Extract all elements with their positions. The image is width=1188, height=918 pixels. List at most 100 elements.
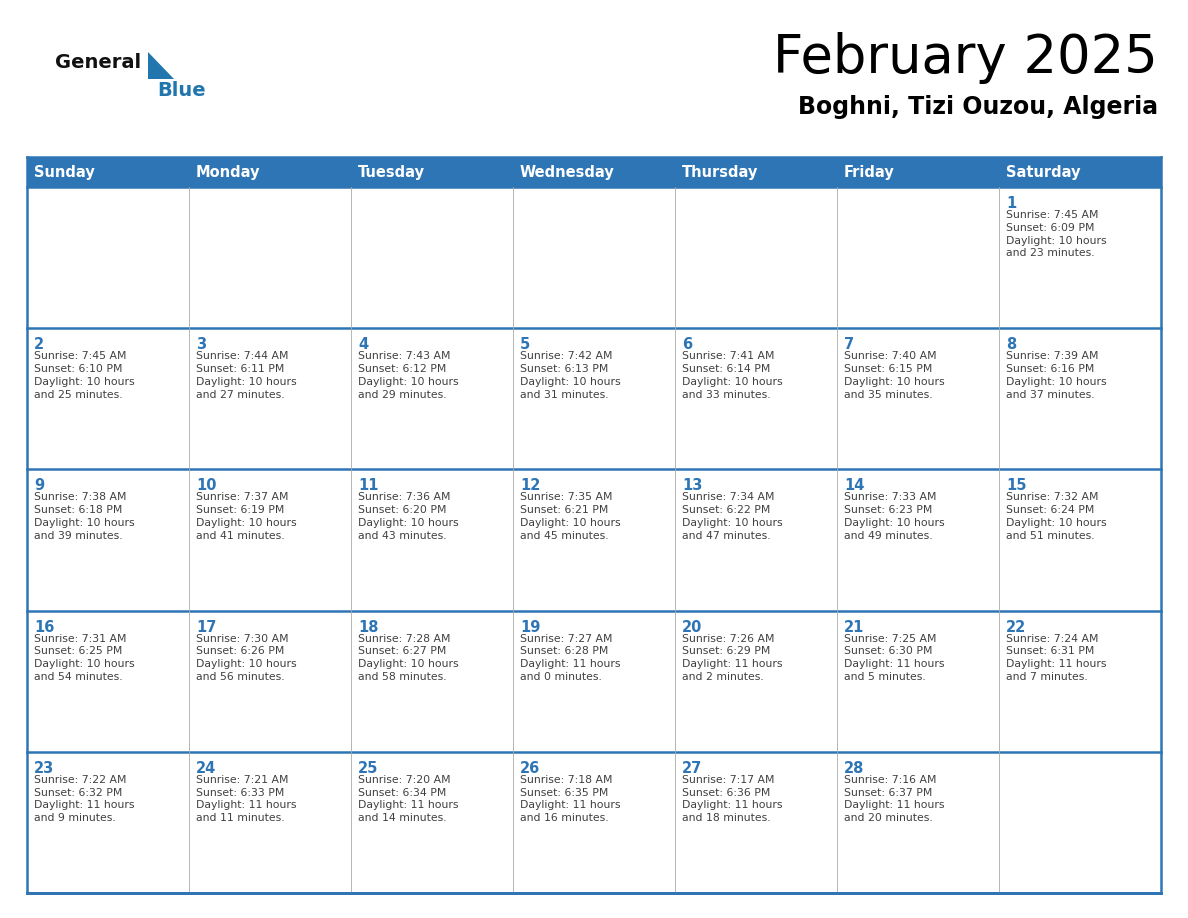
- Bar: [999, 187, 1161, 329]
- Bar: [27, 752, 189, 893]
- Text: Sunrise: 7:35 AM
Sunset: 6:21 PM
Daylight: 10 hours
and 45 minutes.: Sunrise: 7:35 AM Sunset: 6:21 PM Dayligh…: [520, 492, 620, 541]
- Bar: [189, 752, 350, 893]
- Text: Sunrise: 7:37 AM
Sunset: 6:19 PM
Daylight: 10 hours
and 41 minutes.: Sunrise: 7:37 AM Sunset: 6:19 PM Dayligh…: [196, 492, 297, 541]
- Text: Blue: Blue: [157, 82, 206, 100]
- Text: Sunrise: 7:21 AM
Sunset: 6:33 PM
Daylight: 11 hours
and 11 minutes.: Sunrise: 7:21 AM Sunset: 6:33 PM Dayligh…: [196, 775, 297, 823]
- Bar: [189, 329, 350, 469]
- Text: Sunrise: 7:17 AM
Sunset: 6:36 PM
Daylight: 11 hours
and 18 minutes.: Sunrise: 7:17 AM Sunset: 6:36 PM Dayligh…: [682, 775, 783, 823]
- Text: 22: 22: [1006, 620, 1026, 634]
- Text: Sunrise: 7:32 AM
Sunset: 6:24 PM
Daylight: 10 hours
and 51 minutes.: Sunrise: 7:32 AM Sunset: 6:24 PM Dayligh…: [1006, 492, 1107, 541]
- Text: 3: 3: [196, 337, 207, 353]
- Bar: [350, 469, 513, 610]
- Text: Friday: Friday: [843, 164, 895, 180]
- Text: Sunrise: 7:34 AM
Sunset: 6:22 PM
Daylight: 10 hours
and 47 minutes.: Sunrise: 7:34 AM Sunset: 6:22 PM Dayligh…: [682, 492, 783, 541]
- Text: Tuesday: Tuesday: [358, 164, 425, 180]
- Bar: [999, 329, 1161, 469]
- Bar: [513, 610, 675, 752]
- Text: February 2025: February 2025: [773, 32, 1158, 84]
- Text: Boghni, Tizi Ouzou, Algeria: Boghni, Tizi Ouzou, Algeria: [798, 95, 1158, 119]
- Text: Sunrise: 7:18 AM
Sunset: 6:35 PM
Daylight: 11 hours
and 16 minutes.: Sunrise: 7:18 AM Sunset: 6:35 PM Dayligh…: [520, 775, 620, 823]
- Text: 19: 19: [520, 620, 541, 634]
- Text: 11: 11: [358, 478, 379, 493]
- Text: 16: 16: [34, 620, 55, 634]
- Bar: [675, 469, 838, 610]
- Text: 26: 26: [520, 761, 541, 776]
- Text: 25: 25: [358, 761, 378, 776]
- Text: Sunrise: 7:22 AM
Sunset: 6:32 PM
Daylight: 11 hours
and 9 minutes.: Sunrise: 7:22 AM Sunset: 6:32 PM Dayligh…: [34, 775, 134, 823]
- Text: Sunrise: 7:41 AM
Sunset: 6:14 PM
Daylight: 10 hours
and 33 minutes.: Sunrise: 7:41 AM Sunset: 6:14 PM Dayligh…: [682, 352, 783, 399]
- Bar: [999, 157, 1161, 187]
- Bar: [27, 157, 189, 187]
- Text: General: General: [55, 52, 141, 72]
- Text: Sunrise: 7:30 AM
Sunset: 6:26 PM
Daylight: 10 hours
and 56 minutes.: Sunrise: 7:30 AM Sunset: 6:26 PM Dayligh…: [196, 633, 297, 682]
- Text: Sunrise: 7:26 AM
Sunset: 6:29 PM
Daylight: 11 hours
and 2 minutes.: Sunrise: 7:26 AM Sunset: 6:29 PM Dayligh…: [682, 633, 783, 682]
- Bar: [350, 329, 513, 469]
- Text: Wednesday: Wednesday: [520, 164, 614, 180]
- Text: 9: 9: [34, 478, 44, 493]
- Bar: [999, 752, 1161, 893]
- Text: Sunrise: 7:45 AM
Sunset: 6:09 PM
Daylight: 10 hours
and 23 minutes.: Sunrise: 7:45 AM Sunset: 6:09 PM Dayligh…: [1006, 210, 1107, 258]
- Text: Sunrise: 7:28 AM
Sunset: 6:27 PM
Daylight: 10 hours
and 58 minutes.: Sunrise: 7:28 AM Sunset: 6:27 PM Dayligh…: [358, 633, 459, 682]
- Text: 20: 20: [682, 620, 702, 634]
- Text: Sunrise: 7:16 AM
Sunset: 6:37 PM
Daylight: 11 hours
and 20 minutes.: Sunrise: 7:16 AM Sunset: 6:37 PM Dayligh…: [843, 775, 944, 823]
- Text: Sunrise: 7:31 AM
Sunset: 6:25 PM
Daylight: 10 hours
and 54 minutes.: Sunrise: 7:31 AM Sunset: 6:25 PM Dayligh…: [34, 633, 134, 682]
- Text: Saturday: Saturday: [1006, 164, 1081, 180]
- Bar: [675, 752, 838, 893]
- Text: 4: 4: [358, 337, 368, 353]
- Bar: [838, 157, 999, 187]
- Bar: [189, 187, 350, 329]
- Bar: [350, 187, 513, 329]
- Text: Sunrise: 7:24 AM
Sunset: 6:31 PM
Daylight: 11 hours
and 7 minutes.: Sunrise: 7:24 AM Sunset: 6:31 PM Dayligh…: [1006, 633, 1106, 682]
- Text: Sunrise: 7:36 AM
Sunset: 6:20 PM
Daylight: 10 hours
and 43 minutes.: Sunrise: 7:36 AM Sunset: 6:20 PM Dayligh…: [358, 492, 459, 541]
- Text: 12: 12: [520, 478, 541, 493]
- Text: 17: 17: [196, 620, 216, 634]
- Text: 14: 14: [843, 478, 865, 493]
- Text: Sunrise: 7:38 AM
Sunset: 6:18 PM
Daylight: 10 hours
and 39 minutes.: Sunrise: 7:38 AM Sunset: 6:18 PM Dayligh…: [34, 492, 134, 541]
- Text: 23: 23: [34, 761, 55, 776]
- Text: Sunrise: 7:40 AM
Sunset: 6:15 PM
Daylight: 10 hours
and 35 minutes.: Sunrise: 7:40 AM Sunset: 6:15 PM Dayligh…: [843, 352, 944, 399]
- Text: 13: 13: [682, 478, 702, 493]
- Bar: [513, 187, 675, 329]
- Text: 24: 24: [196, 761, 216, 776]
- Bar: [189, 469, 350, 610]
- Bar: [350, 610, 513, 752]
- Text: Sunday: Sunday: [34, 164, 95, 180]
- Text: Monday: Monday: [196, 164, 260, 180]
- Text: Sunrise: 7:43 AM
Sunset: 6:12 PM
Daylight: 10 hours
and 29 minutes.: Sunrise: 7:43 AM Sunset: 6:12 PM Dayligh…: [358, 352, 459, 399]
- Text: Sunrise: 7:25 AM
Sunset: 6:30 PM
Daylight: 11 hours
and 5 minutes.: Sunrise: 7:25 AM Sunset: 6:30 PM Dayligh…: [843, 633, 944, 682]
- Text: 27: 27: [682, 761, 702, 776]
- Bar: [27, 610, 189, 752]
- Bar: [838, 469, 999, 610]
- Text: 21: 21: [843, 620, 865, 634]
- Text: 7: 7: [843, 337, 854, 353]
- Bar: [513, 469, 675, 610]
- Bar: [27, 469, 189, 610]
- Text: Sunrise: 7:42 AM
Sunset: 6:13 PM
Daylight: 10 hours
and 31 minutes.: Sunrise: 7:42 AM Sunset: 6:13 PM Dayligh…: [520, 352, 620, 399]
- Bar: [189, 610, 350, 752]
- Text: 28: 28: [843, 761, 865, 776]
- Text: 5: 5: [520, 337, 530, 353]
- Bar: [350, 157, 513, 187]
- Text: Thursday: Thursday: [682, 164, 758, 180]
- Bar: [675, 157, 838, 187]
- Text: 2: 2: [34, 337, 44, 353]
- Text: Sunrise: 7:39 AM
Sunset: 6:16 PM
Daylight: 10 hours
and 37 minutes.: Sunrise: 7:39 AM Sunset: 6:16 PM Dayligh…: [1006, 352, 1107, 399]
- Text: 18: 18: [358, 620, 379, 634]
- Bar: [838, 329, 999, 469]
- Bar: [675, 187, 838, 329]
- Bar: [838, 610, 999, 752]
- Bar: [513, 157, 675, 187]
- Bar: [675, 329, 838, 469]
- Bar: [675, 610, 838, 752]
- Text: Sunrise: 7:33 AM
Sunset: 6:23 PM
Daylight: 10 hours
and 49 minutes.: Sunrise: 7:33 AM Sunset: 6:23 PM Dayligh…: [843, 492, 944, 541]
- Text: 6: 6: [682, 337, 693, 353]
- Bar: [513, 329, 675, 469]
- Bar: [189, 157, 350, 187]
- Text: 10: 10: [196, 478, 216, 493]
- Bar: [513, 752, 675, 893]
- Bar: [999, 469, 1161, 610]
- Text: 8: 8: [1006, 337, 1016, 353]
- Text: Sunrise: 7:45 AM
Sunset: 6:10 PM
Daylight: 10 hours
and 25 minutes.: Sunrise: 7:45 AM Sunset: 6:10 PM Dayligh…: [34, 352, 134, 399]
- Bar: [27, 329, 189, 469]
- Bar: [838, 187, 999, 329]
